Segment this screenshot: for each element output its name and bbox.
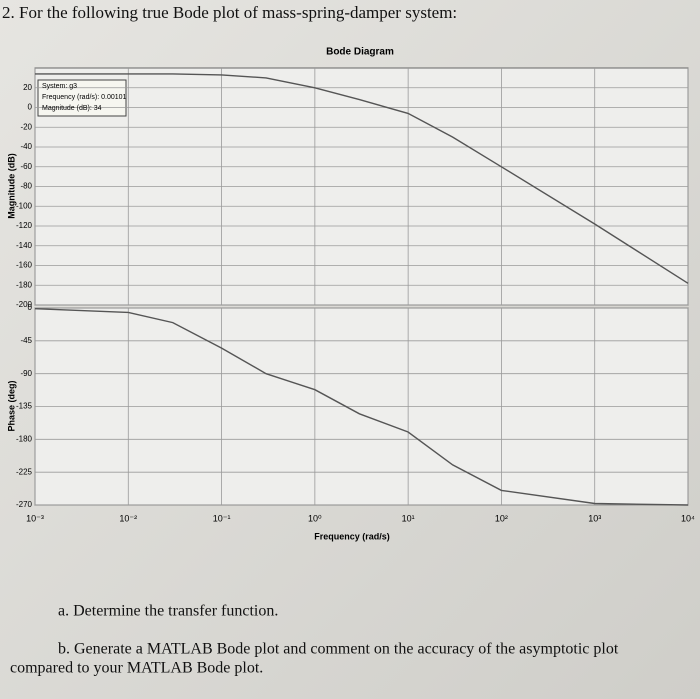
y-tick-label: 0 [28, 103, 33, 112]
y-tick-label: -60 [20, 162, 32, 171]
y-tick-label: -45 [20, 336, 32, 345]
x-tick-label: 10⁻³ [26, 513, 44, 523]
part-b-cont: compared to your MATLAB Bode plot. [10, 660, 263, 677]
y-tick-label: -180 [16, 434, 33, 443]
y-tick-label: 20 [23, 83, 32, 92]
y-tick-label: -100 [16, 201, 33, 210]
y-tick-label: -225 [16, 467, 33, 476]
y-axis-label: Phase (deg) [6, 380, 16, 431]
y-tick-label: -80 [20, 182, 32, 191]
y-tick-label: -160 [16, 261, 33, 270]
y-tick-label: -140 [16, 241, 33, 250]
line [34, 308, 689, 506]
part-a: a. Determine the transfer function. [58, 603, 278, 620]
y-tick-label: -20 [20, 122, 32, 131]
x-tick-label: 10⁻² [119, 513, 137, 523]
datatip-text: System: g3 [42, 83, 77, 90]
x-tick-label: 10² [495, 513, 508, 523]
y-tick-label: 0 [28, 303, 33, 312]
y-tick-label: -200 [16, 300, 33, 309]
y-tick-label: -90 [20, 369, 32, 378]
x-tick-label: 10⁻¹ [213, 513, 231, 523]
y-tick-label: -40 [20, 142, 32, 151]
y-tick-label: -120 [16, 221, 33, 230]
datatip-box [37, 79, 127, 117]
y-tick-label: -135 [16, 402, 33, 411]
x-tick-label: 10³ [588, 513, 601, 523]
part-b: b. Generate a MATLAB Bode plot and comme… [58, 641, 619, 658]
question: 2. For the following true Bode plot of m… [2, 3, 457, 22]
chart-title: Bode Diagram [326, 47, 394, 58]
datatip-text: Frequency (rad/s): 0.00101 [42, 94, 127, 101]
y-tick-label: -270 [16, 500, 33, 509]
line [35, 73, 689, 284]
x-tick-label: 10¹ [402, 513, 415, 523]
datatip-text: Magnitude (dB): 34 [42, 105, 102, 112]
x-tick-label: 10⁴ [681, 513, 695, 523]
x-axis-label: Frequency (rad/s) [314, 531, 390, 541]
x-tick-label: 10⁰ [308, 513, 322, 523]
y-tick-label: -180 [16, 280, 33, 289]
y-axis-label: Magnitude (dB) [6, 153, 16, 219]
